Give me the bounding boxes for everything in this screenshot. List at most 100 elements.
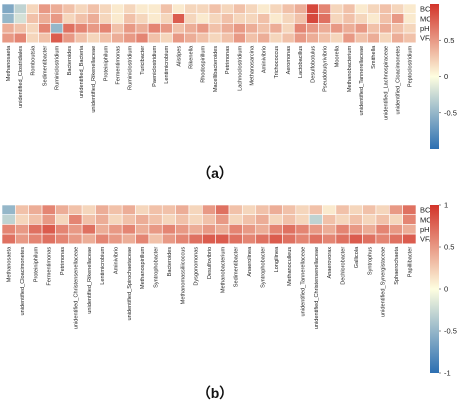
heatmap-cell bbox=[208, 13, 222, 24]
heatmap-cell bbox=[86, 13, 100, 24]
heatmap-cell bbox=[293, 13, 307, 24]
heatmap-cell bbox=[233, 32, 246, 44]
heatmap-cell bbox=[322, 204, 337, 215]
heatmap-cell bbox=[28, 214, 43, 225]
row-label: pH bbox=[420, 225, 430, 234]
heatmap-cell bbox=[242, 233, 257, 245]
heatmap-cell bbox=[15, 233, 30, 245]
column-label: Petrimonas bbox=[60, 247, 66, 275]
heatmap-cell bbox=[95, 204, 110, 215]
heatmap-cell bbox=[147, 3, 161, 14]
heatmap-cell bbox=[322, 214, 337, 225]
heatmap-cell bbox=[202, 214, 216, 225]
column-label: Lentimicrobium bbox=[164, 45, 170, 83]
heatmap-cell bbox=[26, 3, 39, 14]
heatmap-cell bbox=[15, 214, 30, 225]
heatmap-cell bbox=[391, 23, 405, 34]
heatmap-cell bbox=[255, 224, 270, 235]
heatmap-cell bbox=[402, 214, 417, 225]
column-label: Macellibacteroides bbox=[213, 46, 219, 93]
heatmap-cell bbox=[159, 13, 173, 24]
column-label: Methanospirillum bbox=[140, 246, 146, 289]
colorbar bbox=[430, 4, 439, 149]
column-label: Desulfobotulus bbox=[310, 46, 316, 83]
heatmap-cell bbox=[41, 214, 56, 225]
heatmap-cell bbox=[38, 23, 52, 34]
heatmap-cell bbox=[228, 224, 243, 235]
heatmap-cell bbox=[233, 13, 246, 24]
heatmap-cell bbox=[242, 224, 257, 235]
heatmap-cell bbox=[81, 204, 96, 215]
heatmap-cell bbox=[306, 3, 319, 14]
heatmap-cell bbox=[268, 204, 283, 215]
row-label: MC bbox=[420, 14, 432, 23]
heatmap-cell bbox=[184, 23, 198, 34]
heatmap-cell bbox=[375, 214, 390, 225]
heatmap-cell bbox=[330, 3, 344, 14]
column-label: unidentified_Bacteria bbox=[79, 45, 85, 98]
heatmap-cell bbox=[281, 23, 295, 34]
heatmap-cell bbox=[388, 204, 403, 215]
heatmap-cell bbox=[38, 32, 52, 44]
heatmap-cell bbox=[391, 13, 405, 24]
heatmap-cell bbox=[111, 23, 125, 34]
column-label: Lentimicrobium bbox=[100, 246, 106, 284]
heatmap-cell bbox=[28, 204, 43, 215]
heatmap-cell bbox=[293, 3, 307, 14]
heatmap-cell bbox=[388, 214, 403, 225]
column-label: Methanosarcina bbox=[249, 45, 255, 86]
heatmap-cell bbox=[135, 224, 150, 235]
heatmap-cell bbox=[148, 204, 163, 215]
column-label: Dechlorobacter bbox=[341, 247, 347, 285]
heatmap-cell bbox=[282, 224, 297, 235]
heatmap-cell bbox=[348, 204, 363, 215]
heatmap-cell bbox=[62, 13, 76, 24]
heatmap-cell bbox=[208, 3, 222, 14]
heatmap-cell bbox=[215, 224, 230, 235]
column-label: unidentified_Rikenellaceae bbox=[91, 46, 97, 113]
heatmap-cell bbox=[147, 13, 161, 24]
heatmap-cell bbox=[1, 224, 16, 235]
heatmap-cell bbox=[295, 204, 310, 215]
heatmap-cell bbox=[81, 224, 96, 235]
heatmap-cell bbox=[362, 214, 377, 225]
heatmap-cell bbox=[245, 13, 259, 24]
heatmap-cell bbox=[15, 224, 30, 235]
heatmap-cell bbox=[391, 32, 405, 44]
heatmap-cell bbox=[86, 32, 100, 44]
heatmap-cell bbox=[268, 214, 283, 225]
heatmap-cell bbox=[202, 224, 216, 235]
column-label: Dysgonomonas bbox=[194, 247, 200, 286]
heatmap-cell bbox=[135, 3, 149, 14]
heatmap-cell bbox=[55, 224, 70, 235]
heatmap-cell bbox=[257, 3, 271, 14]
heatmap-cell bbox=[50, 23, 64, 34]
heatmap-cell bbox=[233, 3, 246, 14]
heatmap-cell bbox=[196, 3, 210, 14]
column-label: Methanobacterium bbox=[220, 246, 226, 293]
heatmap-cell bbox=[99, 32, 112, 44]
column-label: Peptoclostridium bbox=[408, 45, 414, 87]
heatmap-cell bbox=[282, 214, 297, 225]
heatmap-cell bbox=[26, 13, 39, 24]
heatmap-cell bbox=[13, 3, 27, 14]
column-label: Smithella bbox=[371, 45, 377, 69]
heatmap-cell bbox=[388, 233, 403, 245]
heatmap-cell bbox=[50, 3, 64, 14]
heatmap-cell bbox=[379, 3, 392, 14]
heatmap-cell bbox=[111, 32, 125, 44]
heatmap-cell bbox=[135, 32, 149, 44]
column-label: Longilinea bbox=[274, 246, 280, 272]
heatmap-cell bbox=[318, 32, 332, 44]
heatmap-cell bbox=[306, 32, 319, 44]
heatmap-cell bbox=[1, 32, 15, 44]
heatmap-cell bbox=[111, 13, 125, 24]
heatmap-cell bbox=[159, 32, 173, 44]
heatmap-cell bbox=[281, 32, 295, 44]
heatmap-cell bbox=[108, 224, 123, 235]
column-label: Gallicola bbox=[354, 246, 360, 268]
heatmap-cell bbox=[330, 32, 344, 44]
column-label: unidentified_Lachnospiraceae bbox=[383, 46, 389, 120]
heatmap-cell bbox=[81, 214, 96, 225]
heatmap-cell bbox=[26, 32, 39, 44]
